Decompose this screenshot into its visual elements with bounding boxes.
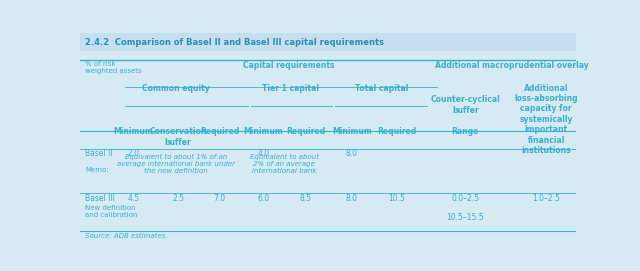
- Text: Required: Required: [286, 127, 325, 137]
- Text: % of risk
weighted assets: % of risk weighted assets: [85, 61, 141, 74]
- Text: 0.0–2.5: 0.0–2.5: [451, 193, 479, 203]
- Text: Equivalent to about
2% of an average
international bank: Equivalent to about 2% of an average int…: [250, 154, 319, 174]
- Text: Conservation
buffer: Conservation buffer: [150, 127, 207, 147]
- Bar: [80, 33, 576, 51]
- Text: 1.0–2.5: 1.0–2.5: [532, 193, 560, 203]
- Text: 8.0: 8.0: [346, 149, 358, 158]
- Text: New definition
and calibration: New definition and calibration: [85, 205, 138, 218]
- Text: 10.5: 10.5: [388, 193, 405, 203]
- Text: 2.5: 2.5: [172, 193, 184, 203]
- Text: Tier 1 capital: Tier 1 capital: [262, 84, 319, 93]
- Text: Range: Range: [452, 127, 479, 137]
- Text: 6.0: 6.0: [257, 193, 269, 203]
- Text: Counter-cyclical
buffer: Counter-cyclical buffer: [431, 95, 500, 115]
- Text: 10.5–15.5: 10.5–15.5: [447, 213, 484, 222]
- Text: Source: ADB estimates.: Source: ADB estimates.: [85, 233, 168, 239]
- Text: Capital requirements: Capital requirements: [243, 61, 334, 70]
- Text: Total capital: Total capital: [355, 84, 408, 93]
- Text: 4.0: 4.0: [257, 149, 269, 158]
- Text: 2.4.2  Comparison of Basel II and Basel III capital requirements: 2.4.2 Comparison of Basel II and Basel I…: [85, 38, 384, 47]
- Text: Minimum: Minimum: [244, 127, 284, 137]
- Text: 2.0: 2.0: [127, 149, 140, 158]
- Text: Equivalent to about 1% of an
average international bank under
the new definition: Equivalent to about 1% of an average int…: [116, 154, 235, 174]
- Text: Required: Required: [377, 127, 416, 137]
- Text: Common equity: Common equity: [142, 84, 210, 93]
- Text: 4.5: 4.5: [127, 193, 140, 203]
- Text: Additional
loss-absorbing
capacity for
systemically
important
financial
institut: Additional loss-absorbing capacity for s…: [515, 84, 578, 155]
- Text: Required: Required: [200, 127, 239, 137]
- Text: Basel II: Basel II: [85, 149, 113, 158]
- Text: Minimum: Minimum: [114, 127, 154, 137]
- Text: Additional macroprudential overlay: Additional macroprudential overlay: [435, 61, 588, 70]
- Text: Minimum: Minimum: [332, 127, 372, 137]
- Text: Basel III: Basel III: [85, 193, 115, 203]
- Text: 7.0: 7.0: [214, 193, 226, 203]
- Text: 8.5: 8.5: [300, 193, 312, 203]
- Text: 8.0: 8.0: [346, 193, 358, 203]
- Text: Memo:: Memo:: [85, 167, 109, 173]
